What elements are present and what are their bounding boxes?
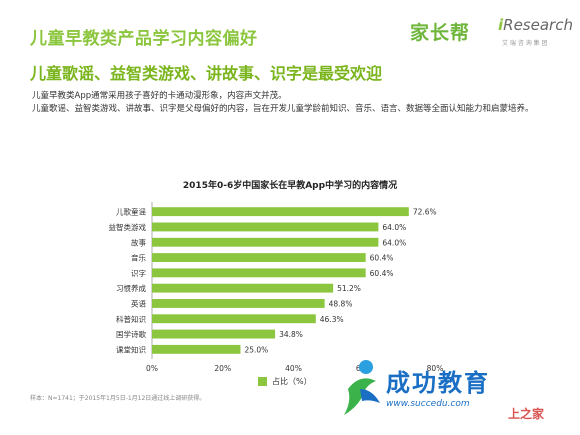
bar-7 (152, 314, 316, 324)
iresearch-logo-text: iResearch (498, 16, 573, 34)
value-label: 72.6% (413, 208, 437, 217)
x-tick-label: 60% (356, 364, 373, 373)
bar-3 (152, 253, 366, 262)
category-label: 识字 (131, 268, 146, 278)
bar-9 (152, 344, 241, 354)
body-text: 儿童早教类App通常采用孩子喜好的卡通动漫形象，内容声文并茂。 儿童歌谣、益智类… (32, 90, 552, 116)
category-label: 国学诗歌 (116, 329, 146, 339)
value-label: 51.2% (337, 284, 361, 293)
value-label: 34.8% (279, 330, 303, 339)
bar-8 (152, 329, 276, 339)
value-label: 25.0% (244, 345, 268, 354)
x-tick-label: 80% (427, 364, 444, 373)
value-label: 64.0% (382, 238, 406, 247)
body-line-2: 儿童歌谣、益智类游戏、讲故事、识字是父母偏好的内容，旨在开发儿童学龄前知识、音乐… (32, 104, 534, 114)
value-label: 48.8% (329, 299, 353, 308)
x-tick-label: 20% (214, 364, 231, 373)
legend-swatch (258, 377, 267, 386)
category-label: 课堂知识 (116, 344, 146, 354)
category-label: 音乐 (131, 253, 146, 263)
category-label: 习惯养成 (116, 283, 146, 293)
category-label: 儿歌童谣 (116, 207, 146, 217)
jiazhangbang-logo: 家长帮 (410, 22, 471, 44)
x-tick-label: 40% (285, 364, 302, 373)
value-label: 64.0% (382, 223, 406, 232)
body-line-1: 儿童早教类App通常采用孩子喜好的卡通动漫形象，内容声文并茂。 (32, 91, 287, 101)
value-label: 46.3% (320, 315, 344, 324)
bar-5 (152, 283, 334, 293)
category-label: 英语 (131, 298, 146, 308)
iresearch-logo-subtitle: 艾 瑞 咨 询 集 团 (502, 40, 548, 47)
category-label: 故事 (131, 237, 146, 247)
legend-label: 占比（%） (272, 377, 312, 386)
page-subtitle: 儿童歌谣、益智类游戏、讲故事、识字是最受欢迎 (30, 64, 383, 83)
bar-1 (152, 222, 379, 232)
x-tick-label: 0% (146, 364, 158, 373)
value-label: 60.4% (370, 254, 394, 263)
bar-0 (152, 207, 409, 217)
category-label: 益智类游戏 (109, 222, 147, 232)
bar-6 (152, 299, 325, 308)
bar-4 (152, 268, 366, 278)
chart-title: 2015年0-6岁中国家长在早教App中学习的内容情况 (182, 181, 398, 191)
footnote: 样本：N=1741；于2015年1月5日-1月12日通过线上调研获得。 (30, 395, 206, 402)
category-label: 科普知识 (116, 314, 146, 324)
chart-legend: 占比（%） (258, 376, 312, 387)
page-number: 31 (541, 425, 548, 431)
bar-2 (152, 237, 379, 247)
iresearch-logo: iResearch 艾 瑞 咨 询 集 团 (498, 14, 573, 54)
page-title: 儿童早教类产品学习内容偏好 (30, 29, 258, 49)
value-label: 60.4% (370, 269, 394, 278)
